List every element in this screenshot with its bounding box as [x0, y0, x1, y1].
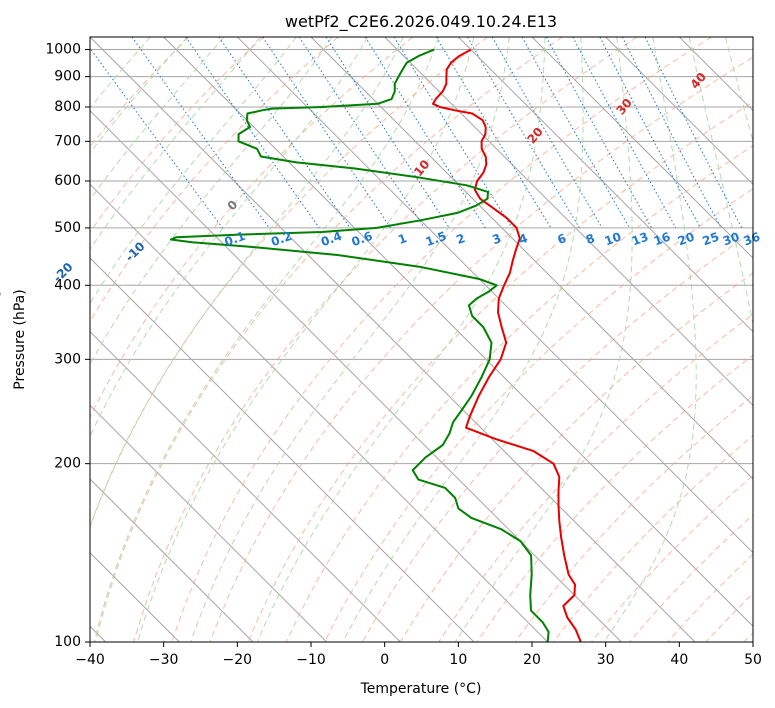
moist-adiabat-line — [90, 37, 225, 201]
mixing-ratio-line — [393, 37, 513, 229]
x-axis-label: Temperature (°C) — [360, 681, 482, 697]
y-tick-label: 1000 — [45, 42, 81, 58]
x-tick-label: 0 — [380, 652, 389, 668]
mixing-ratio-line — [185, 37, 320, 229]
moist-adiabat-line — [342, 37, 584, 642]
dry-adiabat-line — [90, 37, 339, 323]
isotherm-line — [163, 37, 753, 628]
mixing-ratio-line — [644, 37, 743, 229]
mixing-ratio-line — [218, 37, 351, 229]
x-tick-label: 30 — [597, 652, 615, 668]
x-tick-label: −40 — [75, 652, 105, 668]
isotherm-line — [90, 404, 328, 642]
dry-adiabat-line — [514, 394, 753, 642]
x-tick-label: 10 — [449, 652, 467, 668]
moist-adiabat-line — [90, 37, 188, 154]
mixing-ratio-label: 10 — [603, 230, 623, 249]
dry-adiabat-line — [90, 37, 414, 419]
x-tick-label: 20 — [523, 652, 541, 668]
mixing-ratio-label: 0.4 — [319, 229, 344, 249]
background-lines — [90, 37, 753, 642]
moist-adiabat-line — [688, 37, 753, 327]
mixing-ratio-label: 20 — [676, 230, 696, 249]
mixing-ratio-line — [545, 37, 653, 229]
isotherm-line — [236, 37, 753, 554]
y-tick-label: 600 — [54, 173, 81, 189]
dry-adiabat-line — [476, 354, 753, 642]
y-tick-label: 500 — [54, 220, 81, 236]
x-tick-label: 40 — [670, 652, 688, 668]
dry-adiabat-line — [90, 37, 264, 234]
y-tick-label: 100 — [54, 634, 81, 650]
y-tick-label: 700 — [54, 133, 81, 149]
moist-adiabat-line — [90, 37, 404, 529]
y-tick-label: 800 — [54, 99, 81, 115]
dry-adiabat-line — [247, 101, 753, 642]
isotherm-line — [384, 37, 753, 407]
x-tick-label: −20 — [223, 652, 253, 668]
plot-frame — [89, 36, 754, 643]
isotherm-line — [90, 257, 475, 642]
mixing-ratio-label: 1.5 — [424, 229, 449, 249]
dry-adiabat-line — [171, 37, 712, 642]
mixing-ratio-label: 0.6 — [350, 229, 375, 249]
isotherm-line — [605, 37, 753, 186]
mixing-ratio-line — [131, 37, 270, 229]
y-tick-label: 900 — [54, 69, 81, 85]
chart-title: wetPf2_C2E6.2026.049.10.24.E13 — [285, 12, 557, 32]
y-tick-label: 300 — [54, 351, 81, 367]
temperature-line — [432, 48, 582, 642]
y-tick-label: 400 — [54, 277, 81, 293]
moist-adiabat-line — [90, 37, 369, 438]
dry-adiabat-line — [133, 37, 638, 642]
mixing-ratio-line — [572, 37, 677, 229]
x-tick-label: 50 — [744, 652, 762, 668]
moist-adiabat-line — [137, 37, 475, 642]
dry-adiabat-line — [285, 144, 753, 642]
mixing-ratio-label: 13 — [630, 230, 650, 249]
mixing-ratio-label: 36 — [742, 230, 762, 249]
mixing-ratio-label: 25 — [700, 230, 720, 249]
moist-adiabat-line — [603, 37, 697, 642]
moist-adiabat-line — [190, 37, 510, 642]
mixing-ratio-line — [262, 37, 392, 229]
moist-adiabat-line — [90, 37, 151, 109]
isotherm-line — [531, 37, 753, 259]
mixing-ratio-label: 16 — [652, 230, 672, 249]
mixing-ratio-line — [298, 37, 425, 229]
mixing-ratio-line — [325, 37, 450, 229]
isotherm-line — [457, 37, 753, 333]
axes: −40 −30 −20 −10 0 10 20 30 40 50 100 200 300 400 500 60… — [45, 42, 762, 668]
dry-adiabat-line — [209, 56, 753, 642]
y-axis-label: Pressure (hPa) — [12, 289, 28, 389]
dry-adiabat-line — [95, 37, 563, 642]
mixing-ratio-line — [90, 47, 223, 229]
moist-adiabat-line — [725, 37, 753, 144]
mixing-ratio-label: 0.1 — [223, 229, 248, 249]
isotherm-line — [90, 37, 696, 642]
x-tick-label: −10 — [296, 652, 326, 668]
sounding-lines — [169, 48, 582, 642]
mixing-ratio-label: 30 — [721, 230, 741, 249]
moist-adiabat-line — [256, 37, 546, 642]
mixing-ratio-label: 0.2 — [269, 229, 294, 249]
dewpoint-line — [169, 48, 550, 642]
y-tick-label: 200 — [54, 456, 81, 472]
isotherm-line — [90, 330, 401, 642]
dry-adiabat-line — [323, 188, 753, 642]
moist-adiabat-line — [90, 37, 333, 366]
isotherm-line — [90, 478, 254, 642]
moist-adiabat-line — [454, 37, 633, 642]
x-tick-label: −30 — [149, 652, 179, 668]
isotherm-line — [90, 183, 549, 642]
moist-adiabat-line — [93, 37, 439, 642]
mixing-ratio-line — [521, 37, 630, 229]
